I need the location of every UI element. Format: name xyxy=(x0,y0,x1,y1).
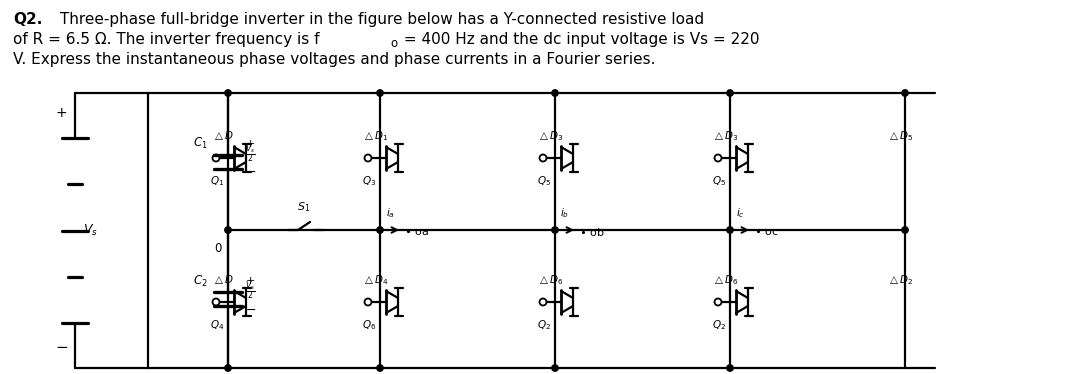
Text: $\triangle D_2$: $\triangle D_2$ xyxy=(887,273,913,287)
Text: of R = 6.5 Ω. The inverter frequency is f: of R = 6.5 Ω. The inverter frequency is … xyxy=(13,32,320,47)
Text: $Q_{6}$: $Q_{6}$ xyxy=(362,318,376,332)
Text: $Q_{2}$: $Q_{2}$ xyxy=(537,318,551,332)
Circle shape xyxy=(552,365,558,371)
Text: $V_s$: $V_s$ xyxy=(83,223,98,238)
Text: $Q_{4}$: $Q_{4}$ xyxy=(210,318,225,332)
Text: $\frac{V_s}{2}$: $\frac{V_s}{2}$ xyxy=(245,280,255,302)
Circle shape xyxy=(552,90,558,96)
Text: $C_2$: $C_2$ xyxy=(192,273,207,289)
Circle shape xyxy=(377,365,383,371)
Text: $+$: $+$ xyxy=(245,138,255,149)
Text: Three-phase full-bridge inverter in the figure below has a Y-connected resistive: Three-phase full-bridge inverter in the … xyxy=(55,12,704,27)
Text: Q2.: Q2. xyxy=(13,12,42,27)
Text: $i_{a}$: $i_{a}$ xyxy=(386,206,394,220)
Text: $Q_{5}$: $Q_{5}$ xyxy=(537,174,551,188)
Text: $C_1$: $C_1$ xyxy=(192,136,207,151)
Text: $Q_{2}$: $Q_{2}$ xyxy=(712,318,726,332)
Circle shape xyxy=(225,90,231,96)
Text: $\triangle D_{6}$: $\triangle D_{6}$ xyxy=(712,273,738,287)
Text: V. Express the instantaneous phase voltages and phase currents in a Fourier seri: V. Express the instantaneous phase volta… xyxy=(13,52,656,67)
Circle shape xyxy=(727,227,733,233)
Text: $-$: $-$ xyxy=(55,338,68,353)
Text: $\triangle D_{3}$: $\triangle D_{3}$ xyxy=(712,129,738,143)
Text: $\bullet$ ob: $\bullet$ ob xyxy=(579,226,605,238)
Text: $-$: $-$ xyxy=(245,165,256,178)
Circle shape xyxy=(225,365,231,371)
Text: 0: 0 xyxy=(214,242,221,255)
Text: o: o xyxy=(390,37,397,50)
Text: $Q_{5}$: $Q_{5}$ xyxy=(712,174,726,188)
Circle shape xyxy=(727,365,733,371)
Text: $i_{b}$: $i_{b}$ xyxy=(561,206,569,220)
Text: $\triangle D_{3}$: $\triangle D_{3}$ xyxy=(537,129,563,143)
Text: $Q_{1}$: $Q_{1}$ xyxy=(210,174,224,188)
Text: $\triangle D_{}$: $\triangle D_{}$ xyxy=(213,274,233,286)
Text: $\frac{V_s}{2}$: $\frac{V_s}{2}$ xyxy=(245,142,255,165)
Circle shape xyxy=(902,90,908,96)
Text: $\bullet$ oc: $\bullet$ oc xyxy=(754,227,779,237)
Text: $Q_{3}$: $Q_{3}$ xyxy=(362,174,376,188)
Text: $\triangle D_{1}$: $\triangle D_{1}$ xyxy=(362,129,388,143)
Text: $\triangle D_{4}$: $\triangle D_{4}$ xyxy=(362,273,388,287)
Text: $+$: $+$ xyxy=(245,276,255,286)
Text: $\triangle D_{6}$: $\triangle D_{6}$ xyxy=(537,273,563,287)
Text: = 400 Hz and the dc input voltage is Vs = 220: = 400 Hz and the dc input voltage is Vs … xyxy=(399,32,759,47)
Text: +: + xyxy=(55,106,67,120)
Circle shape xyxy=(377,90,383,96)
Text: $\triangle D_5$: $\triangle D_5$ xyxy=(887,129,913,143)
Text: $\bullet$ oa: $\bullet$ oa xyxy=(404,227,429,237)
Text: $S_1$: $S_1$ xyxy=(297,200,311,214)
Text: $\triangle D_{}$: $\triangle D_{}$ xyxy=(213,130,233,142)
Text: $-$: $-$ xyxy=(245,303,256,316)
Circle shape xyxy=(727,90,733,96)
Circle shape xyxy=(377,227,383,233)
Circle shape xyxy=(552,227,558,233)
Text: $i_{c}$: $i_{c}$ xyxy=(735,206,744,220)
Circle shape xyxy=(902,227,908,233)
Circle shape xyxy=(225,227,231,233)
